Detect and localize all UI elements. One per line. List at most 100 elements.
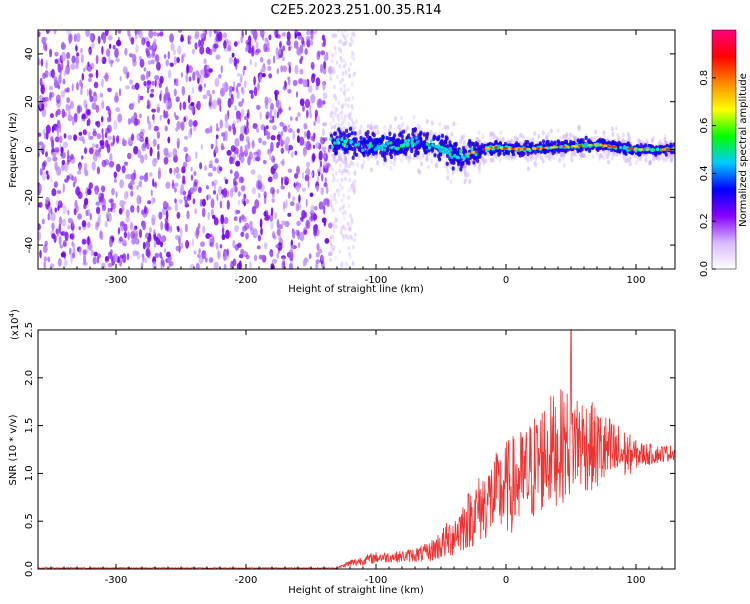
noise-speckle [192, 237, 194, 248]
spectrogram-hot [369, 141, 373, 146]
spectrogram-peak [639, 148, 644, 151]
noise-speckle [146, 99, 150, 106]
noise-speckle [41, 143, 46, 150]
noise-speckle [328, 222, 333, 229]
spectrogram-core [533, 150, 538, 155]
noise-speckle [216, 123, 219, 128]
noise-speckle [47, 213, 50, 221]
spectrogram-halo [507, 155, 511, 161]
noise-speckle [315, 77, 321, 87]
noise-speckle [223, 216, 229, 224]
spectrogram-core [352, 137, 356, 143]
noise-speckle [297, 201, 302, 211]
spectrogram-halo [451, 169, 455, 175]
noise-speckle [173, 56, 178, 65]
noise-speckle [243, 65, 247, 71]
spectrogram-halo [427, 164, 431, 170]
noise-speckle [319, 160, 323, 168]
noise-speckle [237, 40, 240, 45]
noise-speckle [83, 254, 87, 264]
spectrogram-peak [587, 144, 592, 147]
noise-speckle [156, 61, 161, 71]
spectrogram-core [329, 133, 333, 138]
noise-speckle [245, 44, 249, 52]
noise-speckle [116, 135, 120, 144]
noise-speckle [209, 160, 213, 165]
noise-speckle [127, 152, 132, 160]
noise-speckle [342, 193, 346, 198]
noise-speckle [347, 103, 350, 109]
noise-speckle [65, 64, 70, 75]
spectrogram-halo [498, 157, 502, 163]
noise-speckle [293, 182, 296, 188]
noise-speckle [331, 33, 335, 39]
snr-scale-prefix: (x10 [10, 317, 21, 340]
noise-speckle [50, 212, 56, 222]
noise-speckle [255, 104, 261, 110]
noise-speckle [112, 202, 117, 210]
noise-speckle [282, 125, 288, 133]
noise-speckle [294, 150, 298, 156]
spectrogram-peak [481, 148, 486, 151]
spectrogram-core [472, 160, 476, 165]
noise-speckle [113, 253, 119, 262]
noise-speckle [311, 33, 313, 42]
spectrogram-halo [648, 160, 652, 166]
noise-speckle [231, 157, 235, 165]
noise-speckle [203, 72, 209, 79]
noise-speckle [335, 60, 339, 65]
noise-speckle [159, 252, 163, 259]
spectrogram-halo [389, 124, 393, 130]
noise-speckle [348, 73, 351, 79]
noise-speckle [330, 111, 333, 116]
spectrogram-halo [558, 157, 562, 163]
noise-speckle [79, 246, 82, 256]
noise-speckle [318, 201, 324, 210]
noise-speckle [122, 66, 128, 75]
noise-speckle [192, 71, 196, 81]
noise-speckle [286, 31, 291, 41]
noise-speckle [101, 205, 107, 211]
noise-speckle [285, 198, 288, 209]
noise-speckle [213, 261, 219, 269]
noise-speckle [127, 118, 132, 125]
noise-speckle [347, 203, 351, 209]
noise-speckle [313, 121, 316, 126]
spectrogram-core [383, 154, 387, 160]
noise-speckle [188, 39, 191, 45]
noise-speckle [129, 53, 133, 58]
noise-speckle [80, 87, 83, 96]
noise-speckle [193, 181, 198, 188]
noise-speckle [192, 182, 198, 192]
noise-speckle [307, 85, 313, 93]
noise-speckle [269, 105, 273, 110]
noise-speckle [45, 59, 48, 70]
noise-speckle [295, 91, 299, 98]
noise-speckle [274, 212, 277, 220]
noise-speckle [145, 232, 149, 238]
spectrogram-halo [366, 123, 370, 129]
noise-speckle [211, 181, 214, 187]
spectrogram-halo [602, 132, 606, 138]
noise-speckle [152, 182, 157, 188]
noise-speckle [187, 35, 190, 45]
spectrogram-halo [434, 162, 438, 168]
noise-speckle [89, 32, 93, 41]
spectrogram-core [433, 153, 437, 158]
noise-speckle [146, 142, 150, 150]
noise-speckle [185, 74, 188, 83]
noise-speckle [206, 64, 210, 70]
noise-speckle [151, 46, 156, 57]
noise-speckle [88, 182, 93, 190]
noise-speckle [114, 48, 119, 58]
spectrogram-core [541, 143, 546, 148]
noise-speckle [261, 254, 265, 261]
noise-speckle [95, 121, 99, 126]
spectrogram-peak [571, 145, 576, 148]
spectrogram-hot [459, 149, 463, 153]
noise-speckle [71, 55, 76, 64]
noise-speckle [329, 241, 333, 246]
noise-speckle [347, 171, 351, 176]
spectrogram-core [587, 138, 591, 143]
noise-speckle [352, 73, 355, 79]
